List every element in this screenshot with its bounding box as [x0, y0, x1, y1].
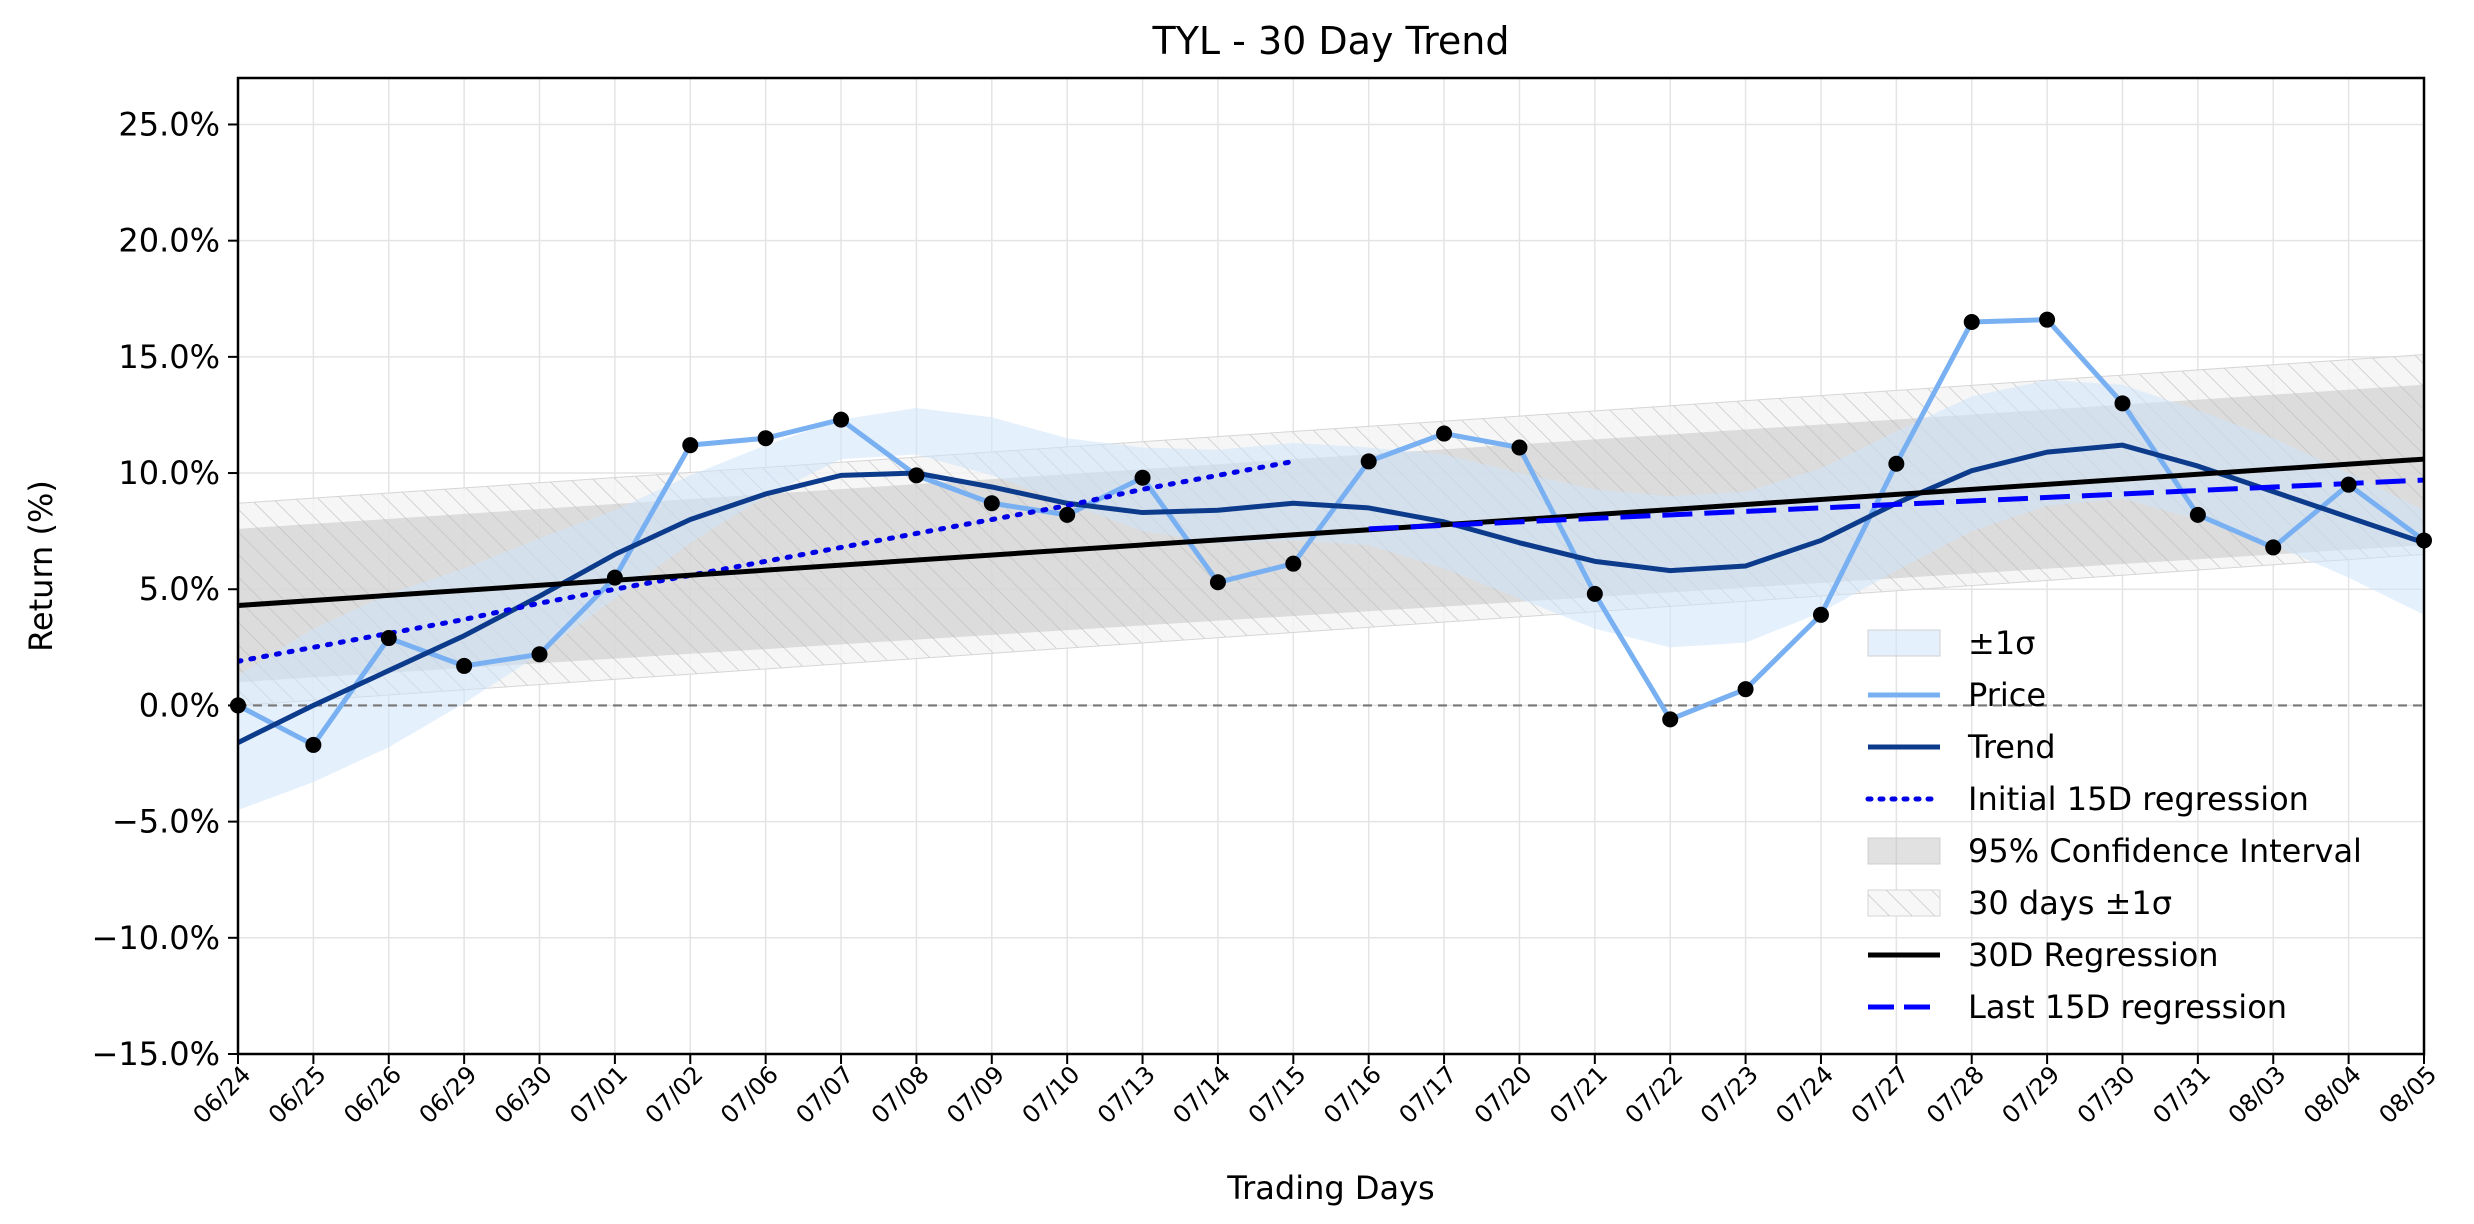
y-tick-label: 0.0%	[139, 686, 220, 724]
y-tick-label: −10.0%	[92, 919, 220, 957]
x-tick-label: 08/04	[2298, 1060, 2367, 1129]
x-tick-label: 07/30	[2072, 1060, 2141, 1129]
price-point	[1586, 585, 1603, 602]
legend-swatch	[1867, 629, 1941, 657]
series-initial-15d-regression	[238, 458, 1296, 664]
x-tick-label: 07/02	[640, 1060, 709, 1129]
legend-label: ±1σ	[1968, 624, 2035, 662]
legend-swatch	[1867, 837, 1941, 865]
legend-label: 30D Regression	[1968, 936, 2219, 974]
price-point	[531, 646, 548, 663]
y-tick-label: 10.0%	[118, 454, 220, 492]
x-tick-label: 07/21	[1544, 1060, 1613, 1129]
x-tick-label: 07/24	[1770, 1060, 1839, 1129]
band-sigma	[238, 380, 2424, 810]
x-tick-label: 06/26	[338, 1060, 407, 1129]
y-tick-label: −5.0%	[112, 803, 220, 841]
price-point	[833, 411, 850, 428]
x-tick-label: 07/07	[791, 1060, 860, 1129]
price-point	[1059, 506, 1076, 523]
x-tick-label: 07/22	[1620, 1060, 1689, 1129]
x-tick-label: 07/27	[1846, 1060, 1915, 1129]
x-tick-label: 08/05	[2374, 1060, 2443, 1129]
price-point	[1360, 453, 1377, 470]
price-point	[983, 495, 1000, 512]
series-price-line	[238, 317, 2424, 748]
y-axis-label: Return (%)	[22, 480, 60, 652]
x-tick-label: 07/09	[941, 1060, 1010, 1129]
price-point	[1812, 606, 1829, 623]
price-point	[1209, 574, 1226, 591]
legend-label: Price	[1968, 676, 2046, 714]
x-tick-label: 07/01	[564, 1060, 633, 1129]
series-last-15d-regression	[1368, 477, 2424, 532]
price-point	[456, 657, 473, 674]
x-tick-label: 07/28	[1921, 1060, 1990, 1129]
x-tick-label: 07/08	[866, 1060, 935, 1129]
series-30d-regression	[238, 456, 2424, 608]
x-tick-label: 07/06	[715, 1060, 784, 1129]
price-point	[1888, 455, 1905, 472]
x-tick-label: 08/03	[2223, 1060, 2292, 1129]
x-tick-label: 07/29	[1997, 1060, 2066, 1129]
price-point	[908, 467, 925, 484]
legend-swatch-hatch	[1868, 890, 1940, 916]
x-tick-label: 07/15	[1243, 1060, 1312, 1129]
legend: ±1σ Price Trend Initial 15D regression 95% C…	[1865, 624, 2362, 1026]
legend-label: Initial 15D regression	[1968, 780, 2309, 818]
price-markers	[230, 311, 2432, 753]
y-tick-label: 20.0%	[118, 222, 220, 260]
price-point	[2039, 311, 2056, 328]
price-point	[2265, 539, 2282, 556]
price-point	[1737, 681, 1754, 698]
y-tick-label: 5.0%	[139, 570, 220, 608]
price-point	[757, 430, 774, 447]
x-tick-label: 06/30	[489, 1060, 558, 1129]
x-tick-label: 07/31	[2147, 1060, 2216, 1129]
legend-label: 95% Confidence Interval	[1968, 832, 2362, 870]
x-tick-label: 07/23	[1695, 1060, 1764, 1129]
price-point	[682, 437, 699, 454]
price-point	[606, 569, 623, 586]
y-tick-label: −15.0%	[92, 1035, 220, 1073]
x-axis-label: Trading Days	[1226, 1169, 1434, 1207]
price-point	[1436, 425, 1453, 442]
price-point	[2340, 476, 2357, 493]
x-tick-label: 07/13	[1092, 1060, 1161, 1129]
x-tick-label: 07/17	[1394, 1060, 1463, 1129]
y-tick-label: 25.0%	[118, 105, 220, 143]
price-point	[380, 630, 397, 647]
x-tick-label: 06/25	[263, 1060, 332, 1129]
price-point	[2189, 506, 2206, 523]
price-point	[1662, 711, 1679, 728]
price-point	[1285, 555, 1302, 572]
price-point	[1963, 314, 1980, 330]
series-lines	[238, 317, 2424, 748]
price-point	[2114, 395, 2131, 412]
price-point	[1134, 469, 1151, 486]
legend-label: 30 days ±1σ	[1968, 884, 2172, 922]
x-tick-label: 07/10	[1017, 1060, 1086, 1129]
plot-frame	[236, 76, 2426, 1056]
y-tick-label: 15.0%	[118, 338, 220, 376]
x-tick-label: 07/14	[1167, 1060, 1236, 1129]
price-point	[1511, 439, 1528, 456]
legend-label: Trend	[1967, 728, 2056, 766]
price-point	[305, 736, 322, 753]
chart-title: TYL - 30 Day Trend	[1151, 19, 1509, 63]
x-tick-label: 07/20	[1469, 1060, 1538, 1129]
legend-label: Last 15D regression	[1968, 988, 2287, 1026]
x-tick-label: 06/29	[414, 1060, 483, 1129]
series-trend-line	[238, 442, 2424, 745]
x-tick-label: 07/16	[1318, 1060, 1387, 1129]
